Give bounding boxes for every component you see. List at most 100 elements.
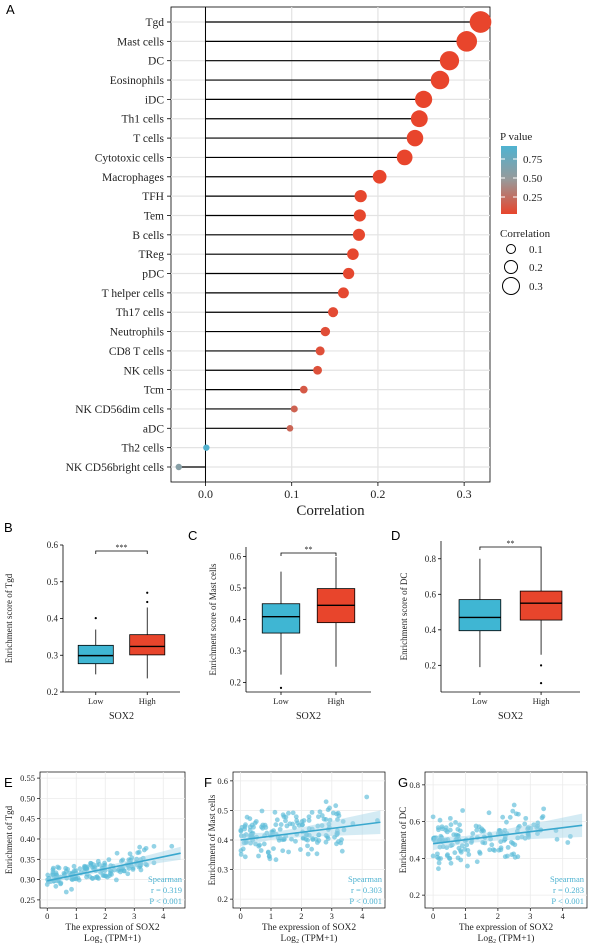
outlier xyxy=(146,600,149,604)
scatter-point xyxy=(283,814,289,820)
scatter-point xyxy=(333,803,339,809)
significance-bracket xyxy=(95,550,148,554)
y-tick-label: 0.2 xyxy=(47,687,58,697)
y-tick-label: 0.8 xyxy=(425,554,437,564)
x-tick-label: 0.0 xyxy=(198,487,213,501)
scatter-point xyxy=(470,831,476,836)
legend-p-tick: 0.25 xyxy=(523,192,543,204)
scatter-point xyxy=(316,838,322,843)
x-tick-label: Low xyxy=(472,696,488,706)
y-tick-label: 0.25 xyxy=(20,895,35,905)
x-tick-label: High xyxy=(533,696,551,706)
scatter-point xyxy=(298,847,303,852)
scatter-point xyxy=(504,819,509,825)
scatter-point xyxy=(443,825,449,831)
x-tick-label: 0.3 xyxy=(457,487,472,501)
x-tick-label: 1 xyxy=(463,911,467,921)
panel-b: B 0.2 0.3 0.4 0.5 0.6 Low High *** SOX2 Enrichment… xyxy=(4,520,180,722)
outlier xyxy=(279,686,283,690)
y-axis-title: Enrichment of DC xyxy=(398,807,408,874)
scatter-point xyxy=(107,868,113,873)
fit-line xyxy=(47,852,181,882)
scatter-point xyxy=(434,851,440,857)
box xyxy=(458,599,502,632)
dot xyxy=(354,190,367,203)
y-tick-label: 0.4 xyxy=(47,614,59,624)
y-tick-label: 0.6 xyxy=(217,776,228,786)
confidence-band xyxy=(433,813,583,851)
scatter-point xyxy=(259,808,265,814)
scatter-point xyxy=(336,839,341,844)
scatter-point xyxy=(292,825,297,831)
significance-bracket xyxy=(280,552,337,556)
scatter-point xyxy=(321,816,327,822)
box xyxy=(129,634,166,656)
scatter-point xyxy=(293,838,298,844)
scatter-point xyxy=(465,863,470,869)
stat-method: Spearman xyxy=(550,874,585,884)
legend-size-label: 0.3 xyxy=(529,281,543,293)
scatter-point xyxy=(487,847,493,853)
scatter-point xyxy=(452,850,458,856)
scatter-point xyxy=(453,819,458,825)
scatter-point xyxy=(323,833,329,838)
x-axis-title: The expression of SOX2 xyxy=(459,922,553,933)
x-tick-label: 0 xyxy=(45,911,49,921)
scatter-point xyxy=(258,848,264,853)
scatter-point xyxy=(256,853,261,859)
scatter-point xyxy=(508,839,514,845)
scatter-point xyxy=(457,822,462,828)
scatter-point xyxy=(317,809,323,815)
scatter-point xyxy=(309,846,315,852)
legend-p-tick: 0.50 xyxy=(523,173,543,185)
category-label: Th17 cells xyxy=(116,307,165,319)
plot-area xyxy=(39,771,186,909)
category-label: Neutrophils xyxy=(110,327,165,339)
scatter-point xyxy=(534,825,540,831)
scatter-point xyxy=(266,853,272,859)
scatter-point xyxy=(53,883,59,889)
y-tick-label: 0.5 xyxy=(47,577,59,587)
x-tick-label: 4 xyxy=(360,911,365,921)
scatter-point xyxy=(287,821,293,827)
panel-label: B xyxy=(4,520,13,535)
scatter-point xyxy=(500,814,506,820)
panel-label: E xyxy=(4,775,13,790)
x-axis-title-unit: Log₂ (TPM+1) xyxy=(478,933,535,944)
scatter-point xyxy=(459,843,465,849)
scatter-point xyxy=(238,852,244,857)
scatter-point xyxy=(273,857,279,863)
x-tick-label: 4 xyxy=(161,911,166,921)
category-label: NK CD56bright cells xyxy=(66,462,165,474)
scatter-point xyxy=(69,877,75,883)
dot xyxy=(469,11,492,33)
scatter-point xyxy=(306,818,312,823)
scatter-point xyxy=(448,860,454,866)
scatter-point xyxy=(525,825,531,831)
stat-r: r = 0.283 xyxy=(553,885,584,895)
scatter-point xyxy=(303,836,309,842)
scatter-point xyxy=(295,820,300,826)
y-tick-label: 0.6 xyxy=(47,540,59,550)
y-axis-title: Enrichment of Tgd xyxy=(4,805,14,874)
dot xyxy=(328,307,339,318)
y-tick-label: 0.6 xyxy=(409,817,420,827)
dot xyxy=(396,149,413,166)
significance-label: *** xyxy=(116,543,128,552)
dot xyxy=(352,228,366,241)
panel-d: D 0.2 0.4 0.6 0.8 Low High ** SOX2 Enrichment sco… xyxy=(391,528,580,722)
dot xyxy=(315,346,325,356)
scatter-point xyxy=(286,810,291,816)
y-tick-label: 0.3 xyxy=(47,650,59,660)
scatter-point xyxy=(477,849,482,855)
scatter-point xyxy=(140,855,146,861)
scatter-point xyxy=(473,823,479,829)
scatter-point xyxy=(272,809,278,815)
scatter-point xyxy=(565,840,571,845)
x-axis-title: The expression of SOX2 xyxy=(262,922,356,933)
x-tick-label: 1 xyxy=(74,911,78,921)
scatter-point xyxy=(488,836,494,842)
y-tick-label: 0.8 xyxy=(409,780,420,790)
fit-line xyxy=(240,821,381,841)
scatter-point xyxy=(316,832,322,838)
